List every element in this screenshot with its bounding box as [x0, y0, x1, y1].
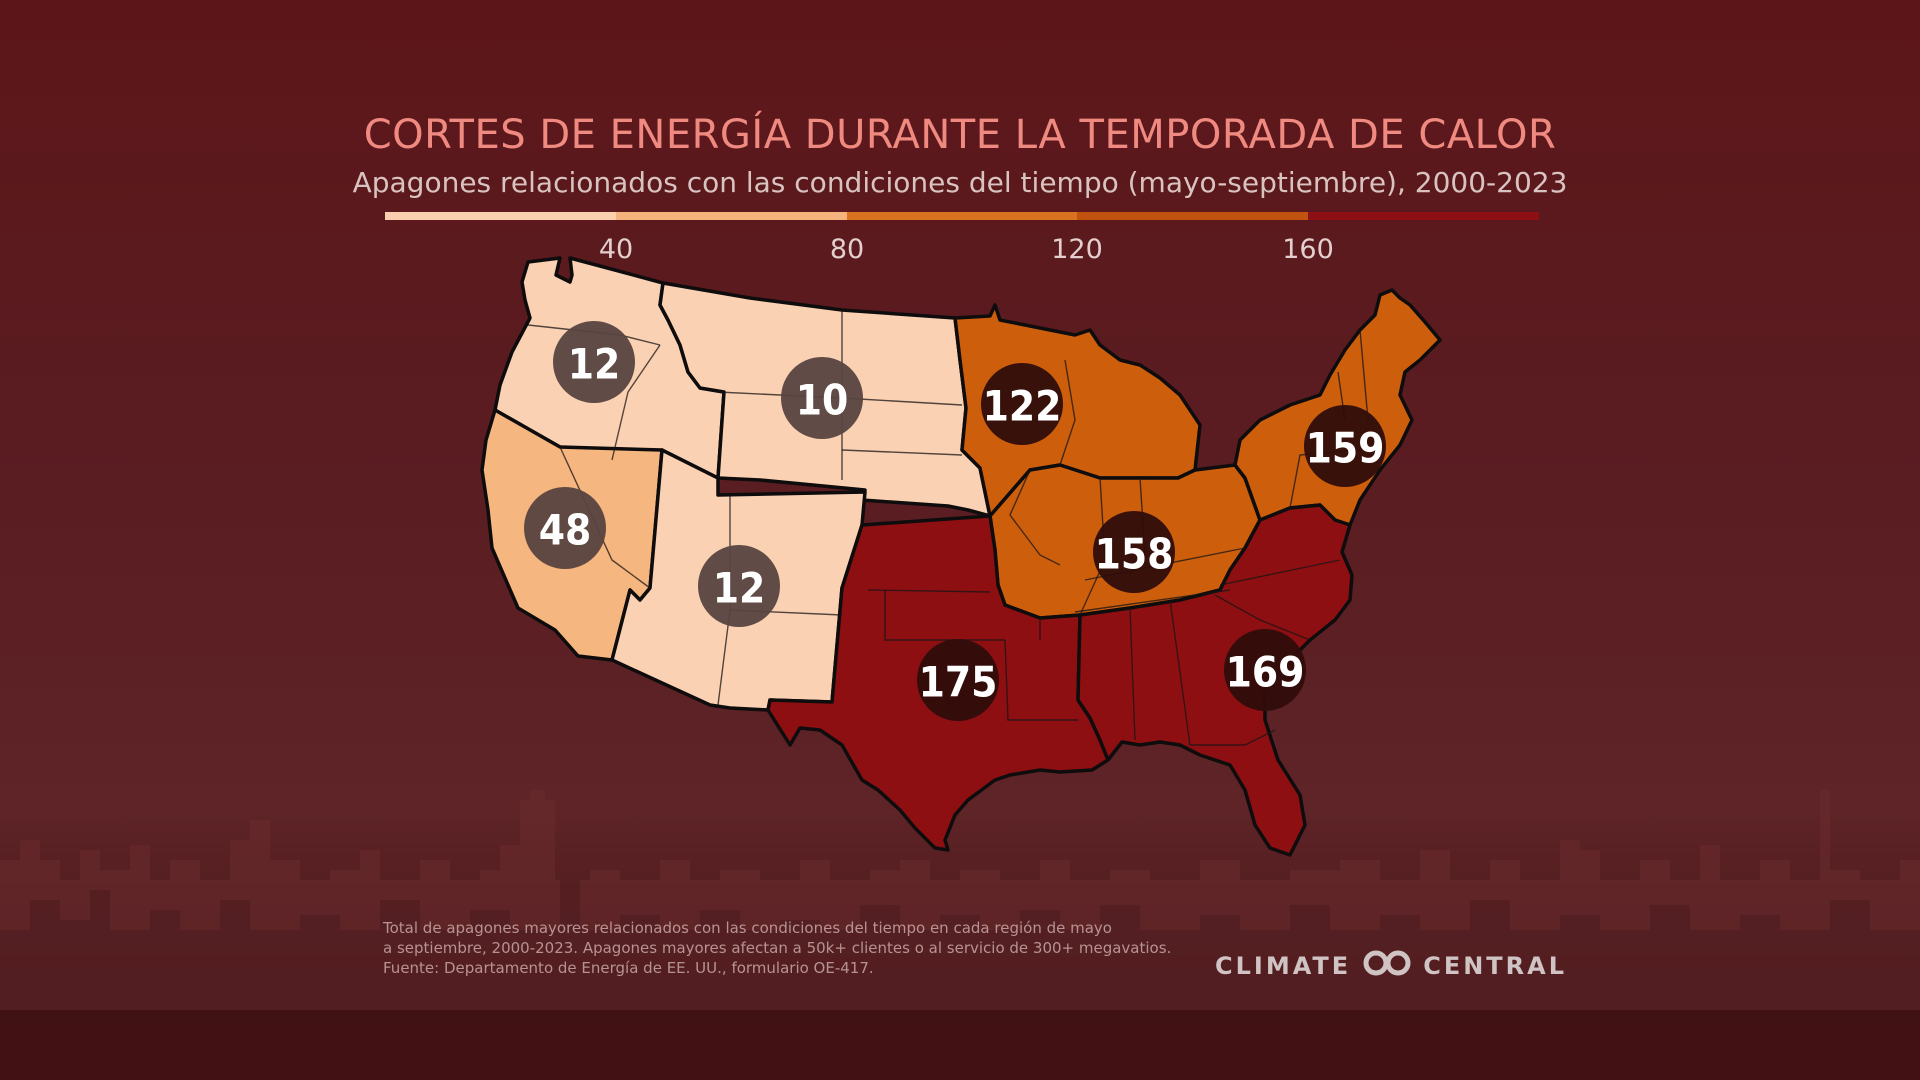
- legend-segment: [847, 212, 1077, 220]
- footnote-line: a septiembre, 2000-2023. Apagones mayore…: [383, 939, 1172, 957]
- badge-value: 159: [1306, 424, 1385, 473]
- legend-tick-label: 160: [1282, 234, 1334, 265]
- state-border: [1359, 329, 1369, 421]
- region-value-badge: 158: [1093, 511, 1175, 593]
- badge-value: 158: [1095, 530, 1174, 579]
- region-value-badge: 48: [524, 487, 606, 569]
- footnote-line: Total de apagones mayores relacionados c…: [383, 919, 1112, 937]
- climate-central-logo: CLIMATE CENTRAL: [1215, 950, 1567, 982]
- badge-value: 12: [568, 340, 621, 389]
- legend-segment: [1077, 212, 1308, 220]
- state-border: [1190, 729, 1276, 746]
- badge-value: 122: [983, 382, 1062, 431]
- state-border: [1169, 599, 1191, 746]
- state-border: [1004, 639, 1078, 721]
- state-border: [559, 446, 651, 589]
- state-border: [1074, 589, 1231, 613]
- region-value-badge: 122: [981, 363, 1063, 445]
- legend-segment: [385, 212, 616, 220]
- badge-value: 48: [539, 506, 592, 555]
- region-southeast[interactable]: [1076, 503, 1354, 857]
- color-legend: 40 80 120 160: [385, 212, 1539, 272]
- state-border: [867, 589, 991, 593]
- state-border: [1009, 469, 1061, 566]
- badge-value: 169: [1226, 648, 1305, 697]
- logo-text-left: CLIMATE: [1215, 952, 1352, 980]
- map-subtitle: Apagones relacionados con las condicione…: [352, 166, 1568, 199]
- legend-tick-label: 40: [598, 234, 634, 265]
- legend-segment: [616, 212, 847, 220]
- state-border: [611, 344, 661, 461]
- region-value-badge: 10: [781, 357, 863, 439]
- state-border: [1219, 559, 1341, 586]
- legend-segment: [1308, 212, 1539, 220]
- region-value-badge: 175: [917, 639, 999, 721]
- logo-mark-icon: [1361, 950, 1413, 982]
- region-value-badge: 159: [1304, 405, 1386, 487]
- state-border: [717, 609, 731, 706]
- state-border: [1129, 607, 1136, 741]
- logo-text-right: CENTRAL: [1423, 952, 1568, 980]
- footnote: Total de apagones mayores relacionados c…: [383, 918, 1203, 978]
- state-border: [841, 449, 963, 456]
- legend-tick-label: 80: [829, 234, 865, 265]
- badge-value: 10: [796, 376, 849, 425]
- region-value-badge: 12: [698, 545, 780, 627]
- map-title: CORTES DE ENERGÍA DURANTE LA TEMPORADA D…: [363, 112, 1557, 158]
- legend-tick-label: 120: [1051, 234, 1103, 265]
- state-border: [1214, 594, 1311, 641]
- footnote-line: Fuente: Departamento de Energía de EE. U…: [383, 959, 874, 977]
- badge-value: 175: [919, 658, 998, 707]
- badge-value: 12: [713, 564, 766, 613]
- region-upper-midwest[interactable]: [953, 303, 1202, 518]
- region-value-badge: 12: [553, 321, 635, 403]
- state-border: [1059, 359, 1076, 466]
- region-value-badge: 169: [1224, 629, 1306, 711]
